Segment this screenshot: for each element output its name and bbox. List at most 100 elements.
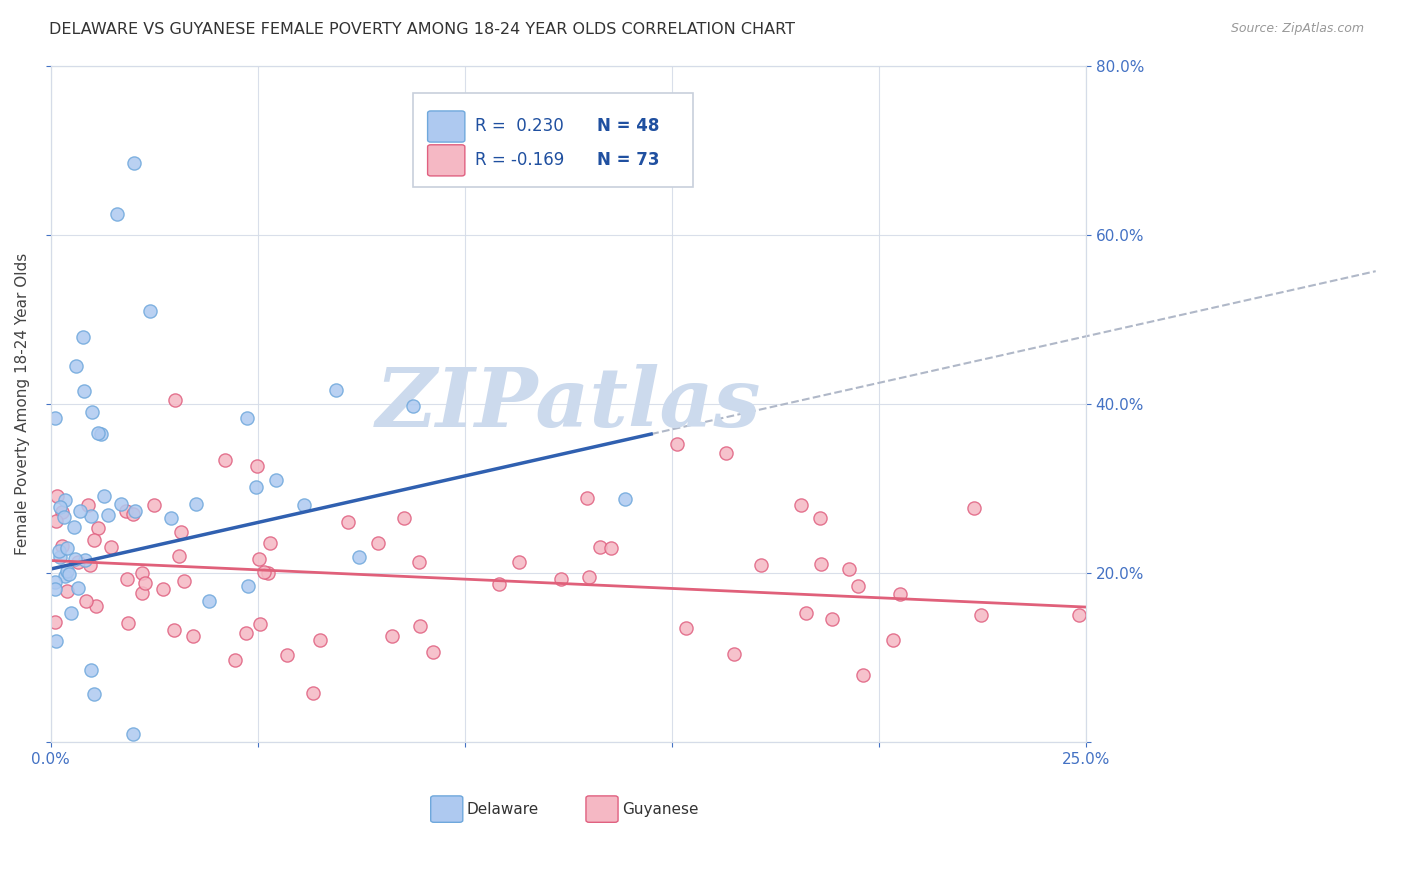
Point (49, 549, 72, 564)
Point (75, 553, 97, 567)
Point (488, 577, 510, 591)
Point (134, 575, 156, 590)
Point (198, 594, 221, 608)
Point (51, 539, 73, 553)
Point (45, 489, 67, 503)
Point (259, 536, 281, 550)
Point (131, 585, 153, 599)
Point (142, 498, 165, 512)
Text: N = 48: N = 48 (598, 117, 659, 135)
Point (53, 569, 76, 583)
Text: Guyanese: Guyanese (623, 802, 699, 817)
Point (44, 582, 66, 597)
Point (169, 549, 191, 563)
Point (576, 491, 599, 505)
Point (186, 497, 208, 511)
Point (963, 500, 986, 515)
Point (422, 645, 444, 659)
Point (408, 555, 430, 569)
Point (59, 606, 82, 620)
Point (613, 491, 636, 506)
Point (749, 558, 772, 572)
Point (170, 524, 193, 539)
Point (63, 520, 86, 534)
Point (65, 359, 87, 373)
Point (1067, 607, 1090, 622)
Text: Source: ZipAtlas.com: Source: ZipAtlas.com (1230, 22, 1364, 36)
Point (45, 514, 67, 528)
Point (117, 572, 139, 586)
Point (79, 508, 101, 523)
Point (600, 541, 623, 555)
Point (889, 587, 911, 601)
Text: ZIPatlas: ZIPatlas (375, 364, 761, 444)
FancyBboxPatch shape (413, 93, 693, 187)
Point (402, 399, 425, 413)
Point (83, 533, 105, 547)
Point (83, 687, 105, 701)
Point (882, 632, 904, 647)
Point (105, 207, 128, 221)
Point (970, 608, 993, 623)
Text: DELAWARE VS GUYANESE FEMALE POVERTY AMONG 18-24 YEAR OLDS CORRELATION CHART: DELAWARE VS GUYANESE FEMALE POVERTY AMON… (49, 22, 796, 37)
Text: Delaware: Delaware (467, 802, 538, 817)
Point (122, 156, 145, 170)
Point (550, 572, 572, 586)
Point (838, 562, 860, 576)
Point (139, 304, 162, 318)
Point (238, 579, 260, 593)
Point (131, 566, 153, 581)
Point (117, 615, 139, 630)
Point (257, 566, 280, 580)
Point (578, 570, 600, 584)
Point (53, 510, 76, 524)
Point (367, 536, 389, 550)
Point (790, 499, 813, 513)
Point (77, 498, 100, 512)
Point (666, 437, 689, 451)
Point (44, 410, 66, 425)
Point (80, 663, 103, 677)
Point (48, 500, 70, 514)
Point (48, 544, 70, 558)
Point (810, 557, 832, 571)
Point (110, 497, 132, 511)
Point (247, 552, 270, 566)
Point (236, 410, 259, 425)
Point (846, 579, 869, 593)
Point (173, 574, 195, 589)
Point (794, 606, 817, 620)
Point (309, 633, 332, 648)
Point (224, 653, 246, 667)
Point (84, 599, 107, 614)
Point (163, 392, 186, 407)
Point (89, 426, 111, 441)
Point (276, 648, 298, 662)
Point (58, 566, 80, 581)
Text: R = -0.169: R = -0.169 (475, 151, 564, 169)
Point (325, 383, 347, 397)
Point (381, 629, 404, 643)
Point (163, 623, 186, 637)
Point (44, 615, 66, 629)
Point (409, 618, 432, 632)
Point (66, 555, 89, 569)
Point (808, 511, 831, 525)
Point (122, 507, 145, 521)
Point (93, 490, 115, 504)
FancyBboxPatch shape (430, 796, 463, 822)
FancyBboxPatch shape (427, 111, 465, 142)
Point (75, 594, 97, 608)
Point (124, 503, 146, 517)
Point (245, 480, 267, 494)
Point (97, 508, 120, 522)
Point (44, 575, 66, 590)
Text: R =  0.230: R = 0.230 (475, 117, 564, 135)
Point (392, 511, 415, 525)
Point (87, 521, 110, 535)
Point (152, 582, 174, 596)
Point (51, 505, 73, 519)
Point (73, 384, 96, 399)
Point (214, 453, 236, 467)
Point (53, 492, 76, 507)
